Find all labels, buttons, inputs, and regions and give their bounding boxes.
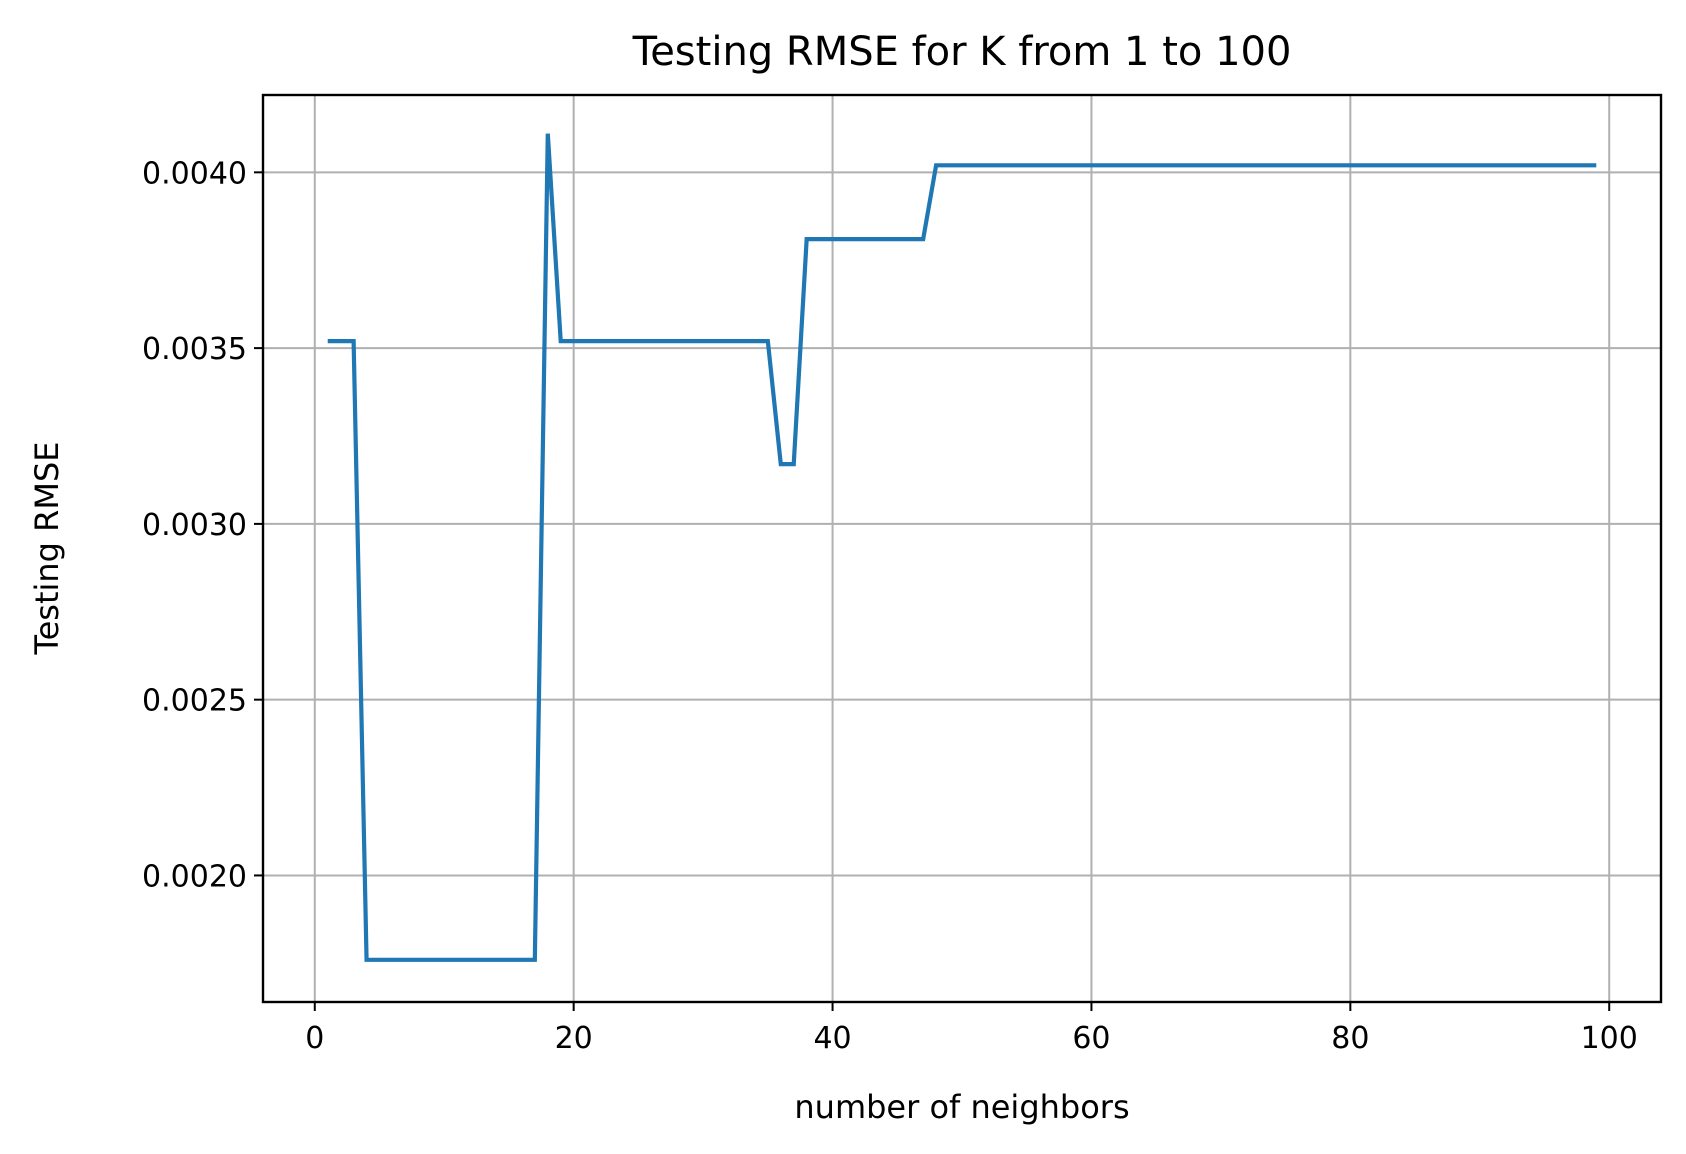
series-line xyxy=(327,133,1597,962)
y-tick-label: 0.0030 xyxy=(142,508,247,543)
series-layer xyxy=(327,133,1597,962)
y-tick-label: 0.0035 xyxy=(142,332,247,367)
x-tick-label: 60 xyxy=(1072,1021,1110,1056)
x-tick-label: 100 xyxy=(1581,1021,1638,1056)
axis-ticks: 0 20 40 60 80 100 0.0020 0.0025 0.0030 0.0035 0.00… xyxy=(142,156,1638,1056)
grid xyxy=(263,95,1661,1002)
y-tick-label: 0.0020 xyxy=(142,859,247,894)
y-tick-label: 0.0040 xyxy=(142,156,247,191)
x-tick-label: 80 xyxy=(1331,1021,1369,1056)
x-tick-label: 0 xyxy=(305,1021,324,1056)
x-tick-label: 20 xyxy=(555,1021,593,1056)
chart-title: Testing RMSE for K from 1 to 100 xyxy=(632,29,1292,75)
y-tick-label: 0.0025 xyxy=(142,684,247,719)
y-axis-label: Testing RMSE xyxy=(28,441,66,655)
plot-frame xyxy=(261,93,1663,1004)
x-tick-label: 40 xyxy=(813,1021,851,1056)
x-axis-label: number of neighbors xyxy=(794,1088,1129,1126)
